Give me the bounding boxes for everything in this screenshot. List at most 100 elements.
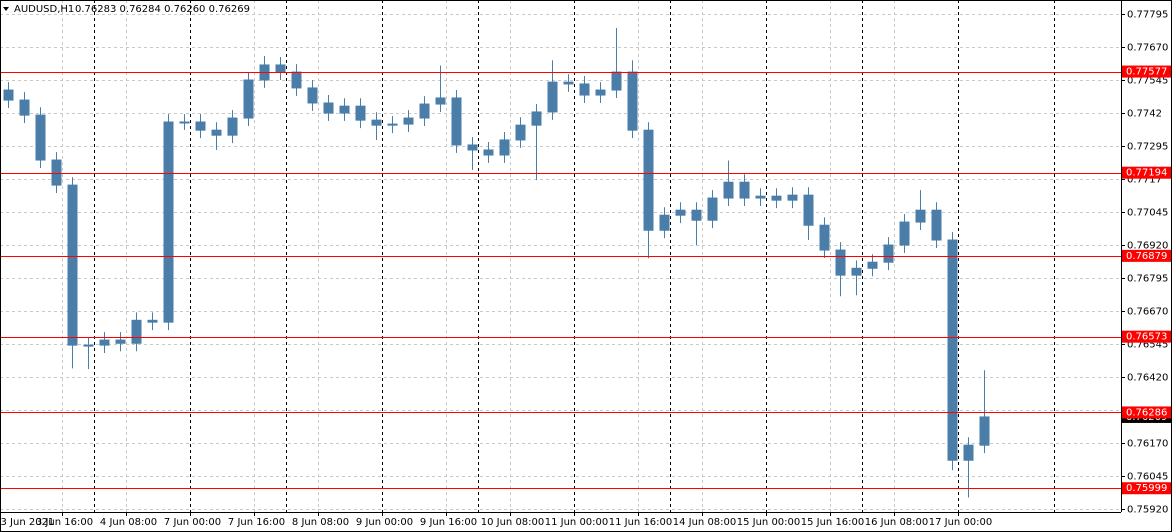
y-tick-label: 0.77545 [1127, 76, 1168, 87]
x-tick-label: 7 Jun 00:00 [164, 517, 221, 528]
candle-body [371, 119, 382, 126]
level-label-box [1122, 65, 1171, 78]
candle-body [771, 195, 782, 201]
candle-body [819, 224, 830, 251]
candle-body [947, 239, 958, 461]
y-tick-label: 0.75920 [1127, 505, 1168, 516]
level-label: 0.75999 [1126, 483, 1167, 494]
y-tick-label: 0.7717 [1127, 175, 1162, 186]
y-tick-label: 0.77295 [1127, 142, 1168, 153]
candle-body [915, 209, 926, 223]
candle-body [595, 89, 606, 96]
level-label-box [1122, 482, 1171, 495]
candle-body [35, 114, 46, 161]
candle-body [883, 244, 894, 263]
candle-body [835, 249, 846, 276]
y-tick-label: 0.76795 [1127, 274, 1168, 285]
candle-body [611, 71, 622, 91]
x-tick-label: 8 Jun 08:00 [292, 517, 349, 528]
x-tick-label: 4 Jun 08:00 [100, 517, 157, 528]
x-tick-label: 3 Jun 2021 [1, 517, 55, 528]
y-tick-label: 0.7742 [1127, 109, 1162, 120]
symbol-menu-arrow [3, 7, 9, 11]
candle-body [403, 117, 414, 125]
candle-body [963, 444, 974, 461]
candle-body [195, 121, 206, 131]
candle-body [563, 81, 574, 85]
x-tick-label: 3 Jun 16:00 [36, 517, 93, 528]
level-label-box [1122, 249, 1171, 262]
x-tick-label: 16 Jun 08:00 [865, 517, 929, 528]
candle-body [147, 319, 158, 323]
candle-body [467, 144, 478, 151]
candle-body [675, 209, 686, 216]
candle-body [19, 99, 30, 116]
candle-body [131, 319, 142, 344]
level-label: 0.77577 [1126, 67, 1167, 78]
y-tick-label: 0.76545 [1127, 340, 1168, 351]
candle-body [931, 209, 942, 241]
candle-body [755, 195, 766, 199]
candle-body [323, 102, 334, 114]
level-label-box [1122, 166, 1171, 179]
y-tick-label: 0.77670 [1127, 43, 1168, 54]
x-tick-label: 10 Jun 08:00 [481, 517, 545, 528]
quote: 0.76283 0.76284 0.76260 0.76269 [75, 4, 250, 15]
candle-body [435, 97, 446, 105]
candle-body [99, 339, 110, 346]
candle-body [547, 81, 558, 113]
candle-body [291, 71, 302, 89]
y-tick-label: 0.76420 [1127, 373, 1168, 384]
x-tick-label: 15 Jun 00:00 [737, 517, 801, 528]
candle-body [899, 221, 910, 246]
level-label: 0.76286 [1126, 407, 1167, 418]
candle-body [67, 184, 78, 346]
candle-body [707, 197, 718, 221]
x-tick-label: 11 Jun 00:00 [545, 517, 609, 528]
x-tick-label: 7 Jun 16:00 [228, 517, 285, 528]
candle-body [419, 103, 430, 119]
candle-body [579, 83, 590, 96]
x-tick-label: 15 Jun 16:00 [801, 517, 865, 528]
candle-body [83, 344, 94, 347]
level-label: 0.76573 [1126, 332, 1167, 343]
x-tick-label: 9 Jun 00:00 [356, 517, 413, 528]
candle-body [979, 416, 990, 446]
level-label: 0.76879 [1126, 251, 1167, 262]
x-tick-label: 14 Jun 08:00 [673, 517, 737, 528]
candle-body [51, 159, 62, 186]
candle-body [307, 87, 318, 104]
y-tick-label: 0.76920 [1127, 241, 1168, 252]
candle-body [3, 89, 14, 101]
candle-body [659, 214, 670, 231]
candle-body [851, 267, 862, 276]
level-label-box [1122, 406, 1171, 419]
y-tick-label: 0.76045 [1127, 472, 1168, 483]
candle-body [275, 64, 286, 73]
candle-body [451, 97, 462, 146]
level-label: 0.77194 [1126, 168, 1167, 179]
candle-body [339, 105, 350, 114]
candle-body [531, 111, 542, 126]
candle-body [243, 79, 254, 119]
candle-body [643, 129, 654, 231]
candle-body [499, 139, 510, 156]
marks-layer [0, 27, 1121, 498]
candle-body [163, 121, 174, 323]
candle-body [627, 71, 638, 131]
y-tick-label: 0.77045 [1127, 208, 1168, 219]
candle-body [211, 129, 222, 136]
candle-body [739, 181, 750, 199]
candle-body [867, 261, 878, 269]
candle-body [355, 105, 366, 121]
axis-layer: 0.77795 0.77670 0.77545 0.7742 0.77295 0.7717… [1, 10, 1171, 528]
candle-body [515, 124, 526, 141]
candle-body [691, 209, 702, 221]
level-label-box [1122, 330, 1171, 343]
y-tick-label: 0.76170 [1127, 439, 1168, 450]
y-tick-label: 0.77795 [1127, 10, 1168, 21]
candle-body [787, 194, 798, 201]
candle-body [227, 117, 238, 136]
